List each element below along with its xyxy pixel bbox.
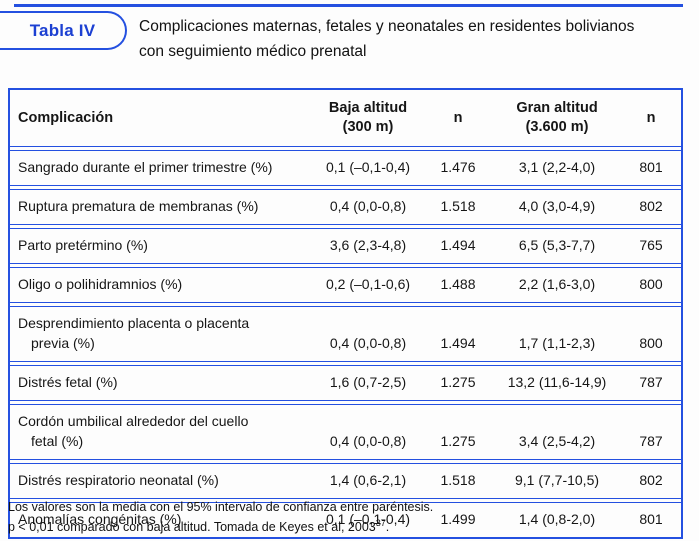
low-altitude-value: 0,4 (0,0-0,8) (329, 433, 407, 449)
n-low-value: 1.494 (440, 335, 476, 351)
low-altitude-value: 0,1 (–0,1-0,4) (325, 159, 411, 175)
low-altitude-value: 1,4 (0,6-2,1) (329, 472, 407, 488)
n-high-value: 800 (639, 276, 663, 292)
n-low-value: 1.476 (440, 159, 476, 175)
footnote-reference-superscript: 37 (375, 517, 386, 528)
low-altitude-value: 0,1 (–0,1-0,4) (325, 511, 411, 527)
table-row: Desprendimiento placenta o placenta previ… (10, 306, 681, 362)
complication-name: Ruptura prematura de membranas (%) (18, 198, 259, 214)
complication-name: Distrés respiratorio neonatal (%) (18, 472, 219, 488)
n-high-value: 787 (639, 374, 663, 390)
footnote-line1: Los valores son la media con el 95% inte… (8, 500, 434, 514)
high-altitude-value: 9,1 (7,7-10,5) (514, 472, 600, 488)
top-rule (14, 4, 683, 7)
high-altitude-value: 2,2 (1,6-3,0) (518, 276, 596, 292)
high-altitude-value: 4,0 (3,0-4,9) (518, 198, 596, 214)
high-altitude-value: 13,2 (11,6-14,9) (507, 374, 607, 390)
n-high-value: 802 (639, 198, 663, 214)
table-title-line1: Complicaciones maternas, fetales y neona… (139, 18, 635, 35)
table-badge-label: Tabla IV (29, 20, 96, 40)
column-header-low-altitude: Baja altitud (300 m) (328, 100, 408, 135)
n-high-value: 802 (639, 472, 663, 488)
complication-name: Sangrado durante el primer trimestre (%) (18, 159, 273, 175)
n-high-value: 765 (639, 237, 663, 253)
n-high-value: 800 (639, 335, 663, 351)
high-altitude-value: 3,4 (2,5-4,2) (518, 433, 596, 449)
n-low-value: 1.275 (440, 433, 476, 449)
column-header-complication: Complicación (18, 110, 114, 126)
high-altitude-value: 6,5 (5,3-7,7) (518, 237, 596, 253)
high-altitude-value: 1,4 (0,8-2,0) (518, 511, 596, 527)
table-title: Complicaciones maternas, fetales y neona… (139, 11, 634, 64)
table-row: Ruptura prematura de membranas (%) 0,4 (… (10, 189, 681, 225)
column-header-n-low: n (453, 109, 463, 126)
n-low-value: 1.518 (440, 472, 476, 488)
column-header-high-altitude: Gran altitud (3.600 m) (516, 100, 598, 135)
n-high-value: 787 (639, 433, 663, 449)
table-row: Parto pretérmino (%) 3,6 (2,3-4,8) 1.494… (10, 228, 681, 264)
high-altitude-value: 3,1 (2,2-4,0) (518, 159, 596, 175)
table-title-line2: con seguimiento médico prenatal (139, 43, 367, 60)
table-badge: Tabla IV (0, 11, 127, 50)
table-footnotes: Los valores son la media con el 95% inte… (8, 497, 433, 537)
column-header-n-high: n (646, 109, 656, 126)
low-altitude-value: 3,6 (2,3-4,8) (329, 237, 407, 253)
high-altitude-value: 1,7 (1,1-2,3) (518, 335, 596, 351)
complications-table: Complicación Baja altitud (300 m) n Gran… (8, 88, 683, 539)
table-header-row: Complicación Baja altitud (300 m) n Gran… (10, 90, 681, 147)
table-header-band: Tabla IV Complicaciones maternas, fetale… (0, 11, 691, 64)
low-altitude-value: 0,2 (–0,1-0,6) (325, 276, 411, 292)
low-altitude-value: 0,4 (0,0-0,8) (329, 198, 407, 214)
n-high-value: 801 (639, 159, 663, 175)
low-altitude-value: 1,6 (0,7-2,5) (329, 374, 407, 390)
complication-name: Parto pretérmino (%) (18, 237, 148, 253)
complication-name: Oligo o polihidramnios (%) (18, 276, 183, 292)
table-row: Sangrado durante el primer trimestre (%)… (10, 150, 681, 186)
complication-name: Distrés fetal (%) (18, 374, 118, 390)
low-altitude-value: 0,4 (0,0-0,8) (329, 335, 407, 351)
complication-name: Anomalías congénitas (%) (18, 511, 182, 527)
n-low-value: 1.499 (440, 511, 476, 527)
complication-name: Desprendimiento placenta o placenta previ… (18, 315, 250, 351)
n-high-value: 801 (639, 511, 663, 527)
table-row: Distrés respiratorio neonatal (%) 1,4 (0… (10, 463, 681, 499)
table-row: Anomalías congénitas (%) 0,1 (–0,1-0,4) … (10, 502, 681, 537)
footnote-line2: p < 0,01 comparado con baja altitud. Tom… (8, 517, 390, 534)
table-row: Cordón umbilical alrededor del cuello fet… (10, 404, 681, 460)
table-row: Distrés fetal (%) 1,6 (0,7-2,5) 1.275 13… (10, 365, 681, 401)
complication-name: Cordón umbilical alrededor del cuello fet… (18, 413, 249, 449)
n-low-value: 1.275 (440, 374, 476, 390)
n-low-value: 1.518 (440, 198, 476, 214)
table-row: Oligo o polihidramnios (%) 0,2 (–0,1-0,6… (10, 267, 681, 303)
n-low-value: 1.494 (440, 237, 476, 253)
n-low-value: 1.488 (440, 276, 476, 292)
